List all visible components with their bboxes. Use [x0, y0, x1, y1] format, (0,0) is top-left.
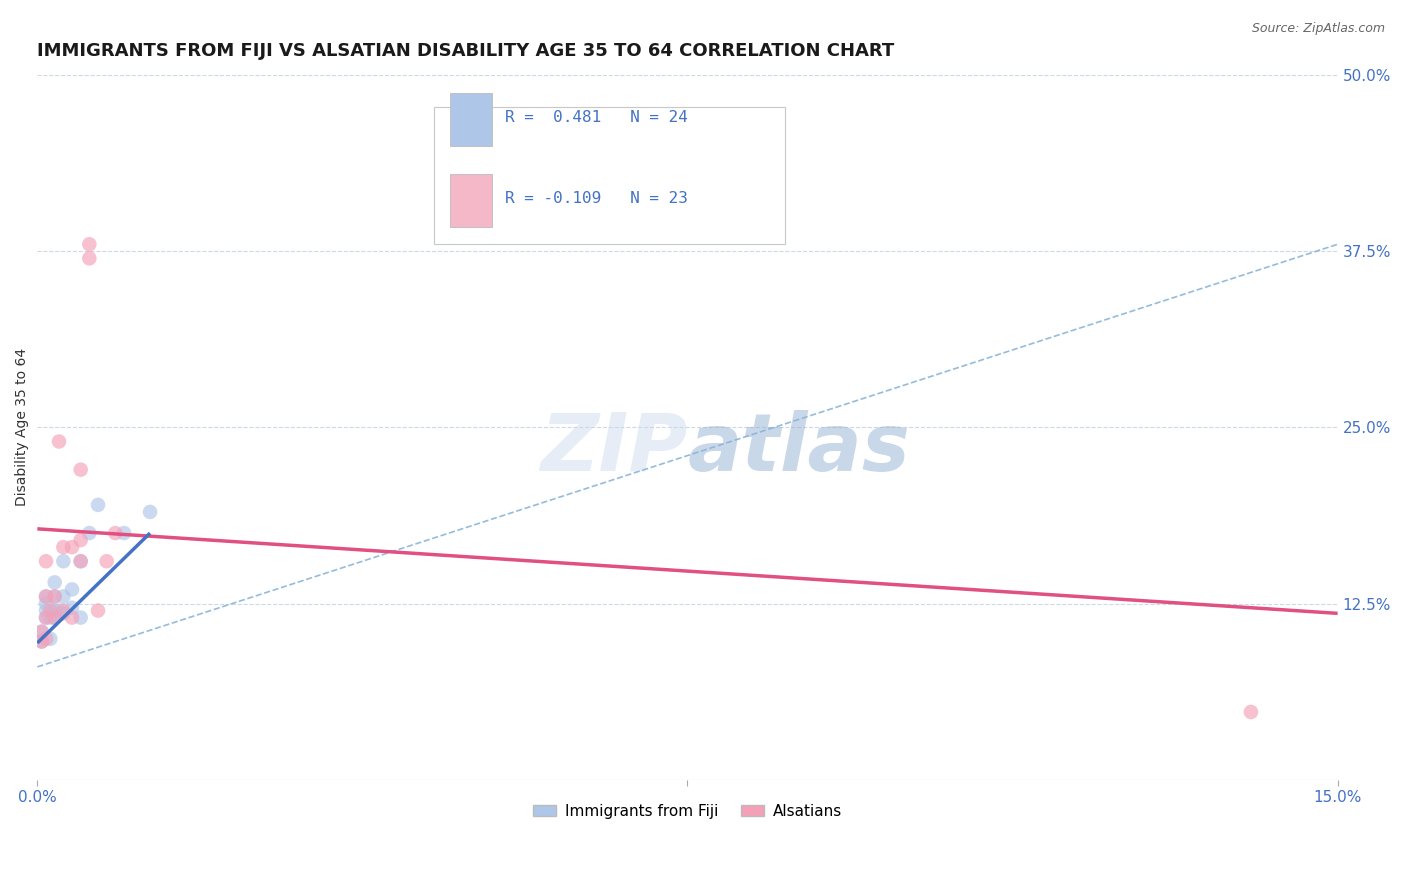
Point [52, 607, 75, 621]
Point [44, 610, 66, 624]
Text: R = -0.109   N = 23: R = -0.109 N = 23 [505, 191, 689, 206]
Point [79, 526, 101, 541]
Point [69, 533, 91, 548]
Text: R =  0.481   N = 24: R = 0.481 N = 24 [505, 110, 689, 125]
Point [31, 624, 53, 639]
Point [104, 526, 127, 541]
Point [139, 505, 162, 519]
Point [87, 603, 110, 617]
Point [60, 600, 83, 615]
Point [35, 590, 58, 604]
Point [35, 597, 58, 611]
Point [52, 603, 75, 617]
Point [48, 434, 70, 449]
Point [52, 554, 75, 568]
Text: IMMIGRANTS FROM FIJI VS ALSATIAN DISABILITY AGE 35 TO 64 CORRELATION CHART: IMMIGRANTS FROM FIJI VS ALSATIAN DISABIL… [38, 42, 894, 60]
Text: atlas: atlas [688, 409, 910, 488]
Point [35, 590, 58, 604]
Point [44, 590, 66, 604]
Text: ZIP: ZIP [540, 409, 688, 488]
Point [79, 237, 101, 252]
Point [35, 554, 58, 568]
Point [44, 575, 66, 590]
Point [96, 554, 118, 568]
Point [52, 540, 75, 554]
Point [60, 540, 83, 554]
Point [69, 610, 91, 624]
Point [35, 610, 58, 624]
Point [69, 554, 91, 568]
Point [39, 603, 62, 617]
Point [44, 610, 66, 624]
Point [35, 603, 58, 617]
Point [112, 526, 135, 541]
Point [52, 590, 75, 604]
Point [35, 632, 58, 646]
FancyBboxPatch shape [450, 93, 492, 145]
Y-axis label: Disability Age 35 to 64: Disability Age 35 to 64 [15, 349, 30, 507]
Point [60, 610, 83, 624]
Text: Source: ZipAtlas.com: Source: ZipAtlas.com [1251, 22, 1385, 36]
Point [60, 582, 83, 597]
Legend: Immigrants from Fiji, Alsatians: Immigrants from Fiji, Alsatians [526, 797, 848, 825]
Point [87, 498, 110, 512]
Point [31, 634, 53, 648]
Point [79, 252, 101, 266]
FancyBboxPatch shape [450, 174, 492, 227]
Point [48, 603, 70, 617]
Point [39, 610, 62, 624]
Point [44, 590, 66, 604]
FancyBboxPatch shape [434, 107, 785, 244]
Point [39, 632, 62, 646]
Point [44, 603, 66, 617]
Point [69, 554, 91, 568]
Point [31, 624, 53, 639]
Point [69, 463, 91, 477]
Point [35, 610, 58, 624]
Point [1240, 705, 1263, 719]
Point [31, 634, 53, 648]
